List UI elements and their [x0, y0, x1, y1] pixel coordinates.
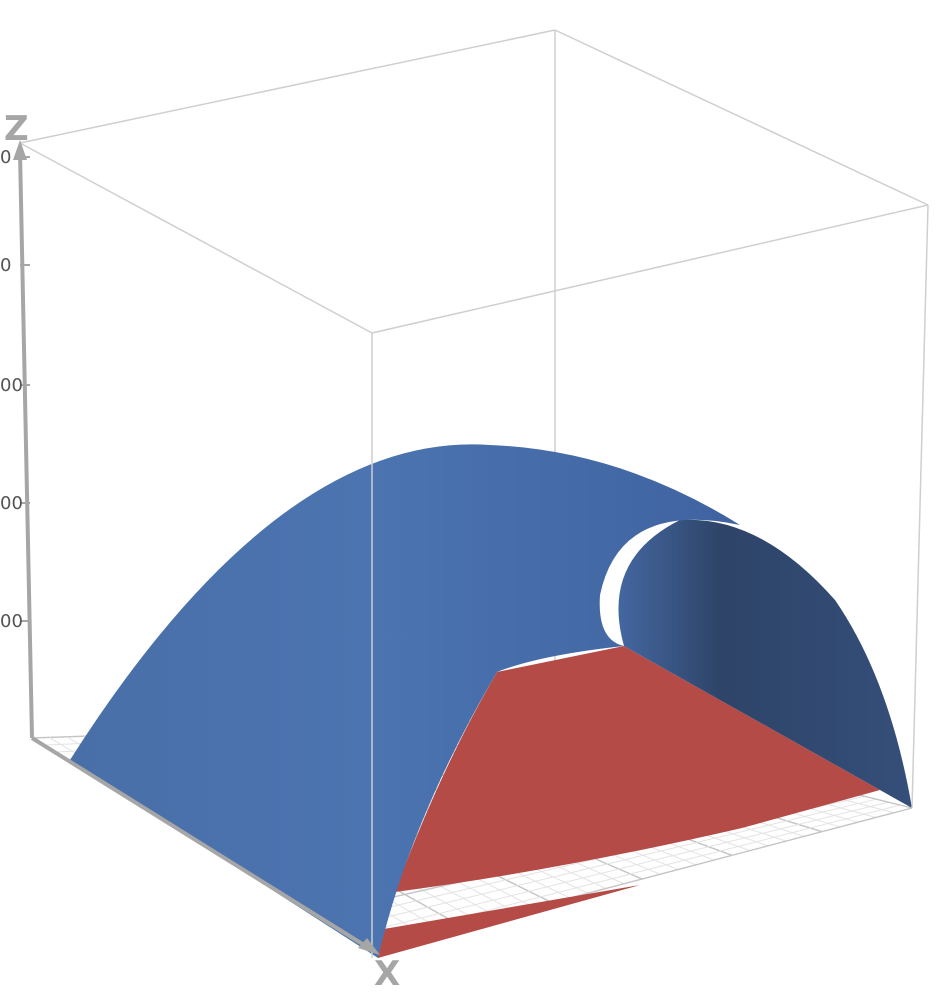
blue-surface-outer [70, 444, 740, 959]
z-tick-label: 00 [0, 375, 23, 396]
floor-grid-line [337, 798, 877, 930]
x-axis-label: X [374, 954, 400, 994]
red-plane-lower [378, 885, 640, 958]
z-tick-label: 0 [0, 255, 11, 276]
z-axis-line [18, 151, 34, 739]
red-plane-upper [395, 646, 880, 892]
z-tick-label: 00 [0, 493, 23, 514]
axes [18, 151, 374, 952]
plot-box-front [371, 204, 929, 958]
plot-box-back [19, 29, 929, 720]
red-plane-surface [378, 646, 880, 958]
z-tick-label: 00 [0, 611, 23, 632]
z-axis-label: Z [4, 109, 29, 149]
x-axis-line [30, 736, 374, 952]
blue-surface [70, 444, 912, 959]
z-tick-label: 0 [0, 147, 11, 168]
x-axis-arrow [358, 938, 380, 955]
z-axis-arrow [13, 140, 27, 160]
blue-surface-inner [618, 519, 912, 808]
floor-grid-line [349, 801, 889, 937]
